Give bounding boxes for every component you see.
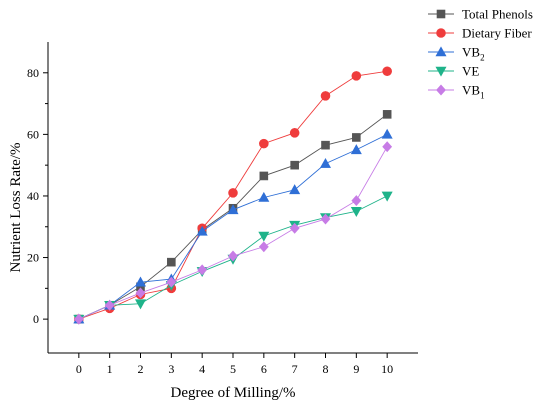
legend-label-subscript: 1 xyxy=(480,91,485,101)
x-tick-label: 10 xyxy=(381,362,393,376)
data-point-vb2 xyxy=(381,128,393,139)
legend-item-dietary-fiber: Dietary Fiber xyxy=(428,26,532,41)
legend-label-text: VE xyxy=(462,64,479,79)
data-point-dietary-fiber xyxy=(320,91,331,101)
x-tick-label: 3 xyxy=(168,362,174,376)
x-tick-label: 0 xyxy=(76,362,82,376)
x-tick-label: 9 xyxy=(353,362,359,376)
legend-item-ve: VE xyxy=(428,64,479,79)
y-tick-label: 60 xyxy=(27,127,39,141)
data-point-vb1 xyxy=(351,195,362,207)
data-point-vb1 xyxy=(320,213,331,225)
x-tick-label: 7 xyxy=(292,362,298,376)
series-total-phenols xyxy=(74,110,392,324)
series-line-total-phenols xyxy=(78,114,388,320)
series-dietary-fiber xyxy=(74,66,392,324)
legend-item-vb2: VB2 xyxy=(428,45,485,63)
data-point-dietary-fiber xyxy=(228,188,238,198)
data-point-dietary-fiber xyxy=(351,71,362,81)
y-tick-label: 20 xyxy=(27,251,39,265)
plot-area xyxy=(73,66,393,325)
legend-label-dietary-fiber: Dietary Fiber xyxy=(462,26,532,41)
x-tick-label: 4 xyxy=(199,362,205,376)
data-point-vb1 xyxy=(228,250,238,262)
data-point-vb1 xyxy=(258,241,269,253)
data-point-vb2 xyxy=(196,225,208,236)
x-tick-label: 2 xyxy=(138,362,144,376)
data-point-vb2 xyxy=(134,276,147,287)
legend-marker-vb2 xyxy=(435,46,447,57)
legend-marker-ve xyxy=(435,66,447,77)
data-point-total-phenols xyxy=(321,140,330,150)
data-point-total-phenols xyxy=(259,171,269,181)
legend-label-total-phenols: Total Phenols xyxy=(462,7,533,22)
x-tick-label: 6 xyxy=(261,362,267,376)
legend-label-ve: VE xyxy=(462,64,479,79)
legend-label-text: VB xyxy=(462,83,480,98)
legend-marker-vb1 xyxy=(436,84,446,96)
legend-label-vb1: VB1 xyxy=(462,83,485,101)
x-tick-label: 8 xyxy=(323,362,329,376)
data-point-vb1 xyxy=(135,287,146,299)
series-line-vb2 xyxy=(78,133,388,320)
data-point-vb2 xyxy=(227,204,239,215)
legend-item-vb1: VB1 xyxy=(428,83,485,101)
data-point-vb2 xyxy=(289,184,301,195)
series-vb2 xyxy=(73,128,393,324)
data-point-total-phenols xyxy=(352,133,361,142)
x-tick-label: 1 xyxy=(107,362,113,376)
data-point-ve xyxy=(258,231,270,242)
y-tick-label: 0 xyxy=(33,312,39,326)
data-point-ve xyxy=(381,191,393,202)
x-tick-label: 5 xyxy=(230,362,236,376)
legend-marker-total-phenols xyxy=(436,9,446,19)
data-point-ve xyxy=(350,207,362,217)
legend-label-text: Total Phenols xyxy=(462,7,533,22)
x-axis-title: Degree of Milling/% xyxy=(171,385,296,401)
legend-label-subscript: 2 xyxy=(480,53,485,63)
axes: 0 20 40 60 80 0 1 2 3 4 5 6 7 8 9 10 Degree of Milling/%… xyxy=(8,42,418,401)
legend-label-text: VB xyxy=(462,45,480,60)
y-tick-label: 80 xyxy=(27,66,39,80)
data-point-vb1 xyxy=(73,313,84,325)
data-point-vb1 xyxy=(197,264,208,276)
series-vb1 xyxy=(73,141,393,325)
data-point-dietary-fiber xyxy=(382,66,392,77)
y-tick-label: 40 xyxy=(27,189,39,203)
data-point-dietary-fiber xyxy=(289,128,300,138)
data-point-total-phenols xyxy=(290,160,299,170)
data-point-vb2 xyxy=(350,144,362,155)
data-point-vb2 xyxy=(319,158,332,168)
data-point-vb1 xyxy=(382,141,393,153)
data-point-dietary-fiber xyxy=(259,138,269,149)
data-point-vb1 xyxy=(104,299,115,311)
data-point-total-phenols xyxy=(382,110,392,119)
data-point-vb1 xyxy=(289,222,300,234)
data-point-ve xyxy=(134,299,147,310)
legend-label-text: Dietary Fiber xyxy=(462,26,532,41)
data-point-vb1 xyxy=(166,276,177,288)
y-axis-title: Nutrient Loss Rate/% xyxy=(8,143,24,273)
legend-item-total-phenols: Total Phenols xyxy=(428,7,533,22)
data-point-vb2 xyxy=(258,191,270,202)
data-point-total-phenols xyxy=(167,257,176,267)
legend-marker-dietary-fiber xyxy=(436,28,446,38)
legend-label-vb2: VB2 xyxy=(462,45,485,63)
